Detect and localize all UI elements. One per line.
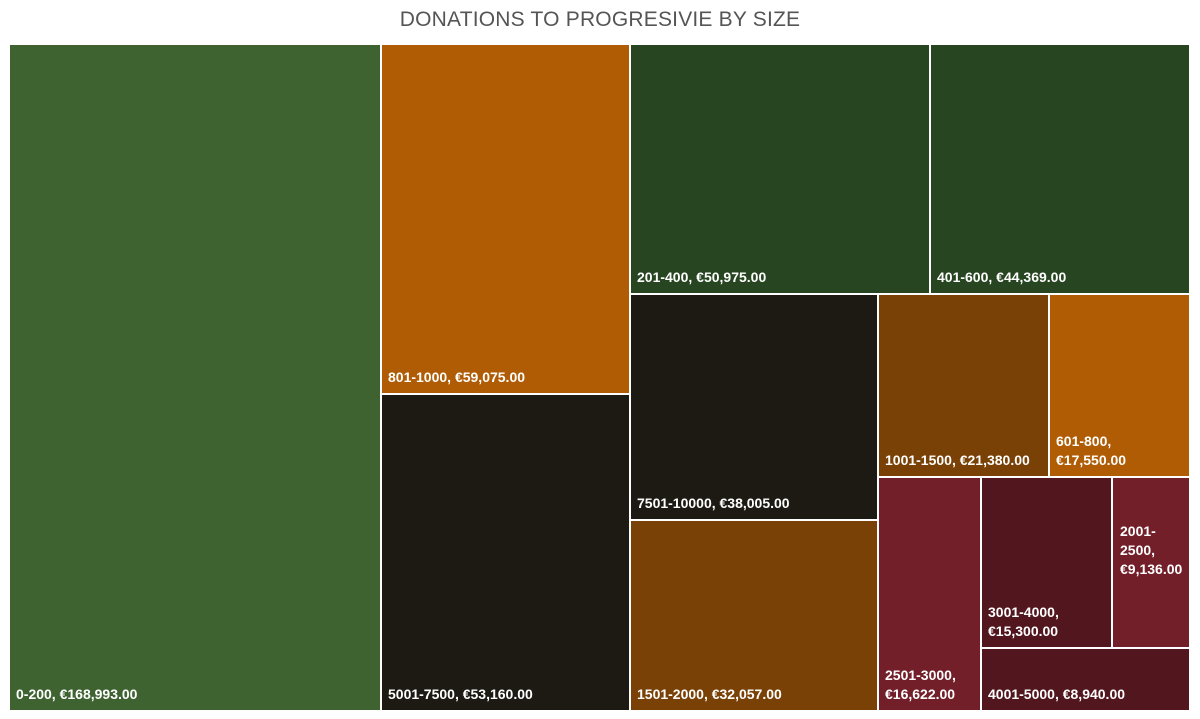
treemap-cell-1001-1500: 1001-1500, €21,380.00 bbox=[878, 294, 1049, 477]
treemap-cell-401-600: 401-600, €44,369.00 bbox=[930, 44, 1190, 294]
treemap-cell-label: 5001-7500, €53,160.00 bbox=[388, 686, 533, 702]
treemap-cell-4001-5000: 4001-5000, €8,940.00 bbox=[981, 648, 1190, 711]
chart-title: DONATIONS TO PROGRESIVIE BY SIZE bbox=[399, 8, 801, 31]
treemap-cell-label: 7501-10000, €38,005.00 bbox=[637, 495, 790, 511]
treemap-cell-label: 1001-1500, €21,380.00 bbox=[885, 452, 1030, 468]
treemap-cell-2001-2500: 2001-2500, €9,136.00 bbox=[1112, 477, 1190, 648]
treemap-cell-label: 601-800, €17,550.00 bbox=[1056, 433, 1127, 468]
treemap-cell-0-200: 0-200, €168,993.00 bbox=[9, 44, 381, 711]
treemap-cell-label: 201-400, €50,975.00 bbox=[637, 269, 767, 285]
treemap-cell-2501-3000: 2501-3000, €16,622.00 bbox=[878, 477, 981, 711]
treemap-cell-label: 401-600, €44,369.00 bbox=[937, 269, 1067, 285]
treemap-cell-201-400: 201-400, €50,975.00 bbox=[630, 44, 930, 294]
treemap-cell-label: 2001-2500, €9,136.00 bbox=[1120, 523, 1183, 577]
treemap-cell-601-800: 601-800, €17,550.00 bbox=[1049, 294, 1190, 477]
treemap-cell-label: 801-1000, €59,075.00 bbox=[388, 369, 526, 385]
treemap-cell-label: 2501-3000, €16,622.00 bbox=[885, 667, 956, 702]
treemap-cell-label: 0-200, €168,993.00 bbox=[16, 686, 138, 702]
treemap-cell-5001-7500: 5001-7500, €53,160.00 bbox=[381, 394, 630, 711]
treemap-cell-label: 3001-4000, €15,300.00 bbox=[988, 604, 1059, 639]
treemap-cell-label: 4001-5000, €8,940.00 bbox=[988, 686, 1126, 702]
treemap-cell-3001-4000: 3001-4000, €15,300.00 bbox=[981, 477, 1112, 648]
treemap-cell-label: 1501-2000, €32,057.00 bbox=[637, 686, 782, 702]
treemap-cell-1501-2000: 1501-2000, €32,057.00 bbox=[630, 520, 878, 711]
treemap-cell-801-1000: 801-1000, €59,075.00 bbox=[381, 44, 630, 394]
treemap-cell-7501-10000: 7501-10000, €38,005.00 bbox=[630, 294, 878, 520]
